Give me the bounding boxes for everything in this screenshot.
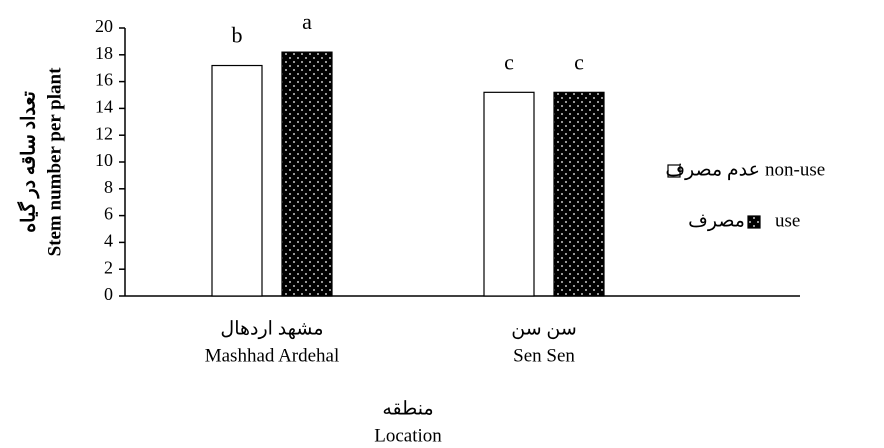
legend-label-fa: عدم مصرف (665, 159, 760, 180)
y-label-fa: تعداد ساقه در گیاه (16, 91, 39, 233)
x-tick-label-fa: سن سن (511, 318, 577, 339)
legend-label-fa: مصرف (688, 210, 745, 231)
y-tick-label: 14 (95, 97, 113, 117)
x-label: Location (374, 425, 442, 446)
bar-letter: a (302, 9, 312, 34)
legend-swatch (747, 215, 761, 229)
bar-letter: b (232, 23, 243, 48)
legend-label: use (775, 210, 800, 231)
y-tick-label: 0 (104, 284, 113, 304)
bar (281, 51, 333, 297)
y-tick-label: 18 (95, 43, 113, 63)
bar (483, 91, 535, 297)
y-tick-label: 6 (104, 204, 113, 224)
y-label: Stem number per plant (44, 67, 65, 256)
y-label-group: Stem number per plant (44, 67, 65, 256)
bar-letter: c (504, 49, 514, 74)
bar-letter: c (574, 49, 584, 74)
y-tick-label: 8 (104, 177, 113, 197)
y-tick-label: 2 (104, 257, 113, 277)
y-tick-label: 4 (104, 231, 113, 251)
bar (553, 91, 605, 297)
y-tick-label: 12 (95, 123, 113, 143)
y-label-fa-group: تعداد ساقه در گیاه (16, 91, 39, 233)
x-tick-label: Sen Sen (513, 345, 575, 366)
legend-swatch (667, 164, 681, 178)
x-tick-label: Mashhad Ardehal (205, 345, 340, 366)
y-tick-label: 20 (95, 16, 113, 36)
legend-label: non-use (765, 159, 825, 180)
y-tick-label: 10 (95, 150, 113, 170)
x-tick-label-fa: مشهد اردهال (220, 318, 323, 339)
bar (211, 64, 263, 297)
y-tick-label: 16 (95, 70, 113, 90)
x-label-fa: منطقه (382, 398, 433, 419)
